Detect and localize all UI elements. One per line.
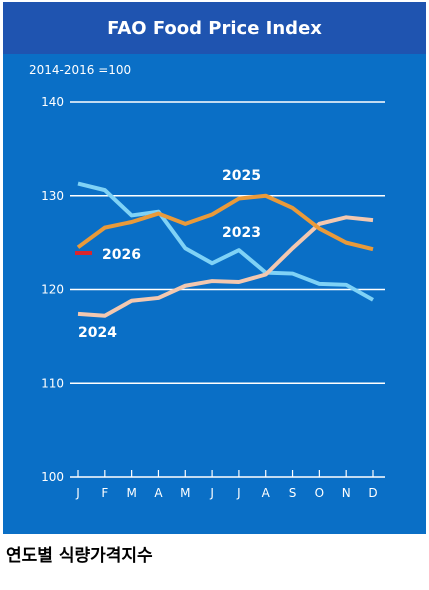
series-label-2026: 2026 [102,247,141,263]
series-label-2025: 2025 [222,168,261,184]
series-layer [75,181,374,318]
x-tick-label-9: O [315,486,324,500]
chart-subtitle: 2014-2016 =100 [29,63,132,77]
series-label-2024: 2024 [78,325,117,341]
chart-panel [3,54,426,534]
series-line-2025 [76,193,374,252]
axis-layer: 100 110 120 130 140 J F M A M J J A S O N D [41,95,378,500]
x-tick-label-6: J [236,486,241,500]
y-tick-label-130: 130 [41,189,64,203]
x-tick-label-8: S [289,486,297,500]
grid-layer [70,101,385,478]
x-tick-label-0: J [75,486,80,500]
y-tick-label-100: 100 [41,470,64,484]
x-tick-label-5: J [209,486,214,500]
figure-caption: 연도별 식량가격지수 [6,546,153,566]
x-tick-label-10: N [342,486,351,500]
x-tick-label-3: A [154,486,163,500]
x-tick-label-2: M [126,486,136,500]
x-tick-label-1: F [101,486,108,500]
x-tick-label-4: M [180,486,190,500]
series-line-2024 [77,215,374,318]
label-layer: 2023 2024 2025 2026 [78,168,261,341]
y-tick-label-120: 120 [41,283,64,297]
y-tick-label-140: 140 [41,95,64,109]
x-tick-label-11: D [368,486,377,500]
x-tick-label-7: A [262,486,271,500]
y-tick-label-110: 110 [41,376,64,390]
series-line-2023 [77,181,374,302]
series-label-2023: 2023 [222,225,261,241]
chart-title: FAO Food Price Index [3,2,426,54]
